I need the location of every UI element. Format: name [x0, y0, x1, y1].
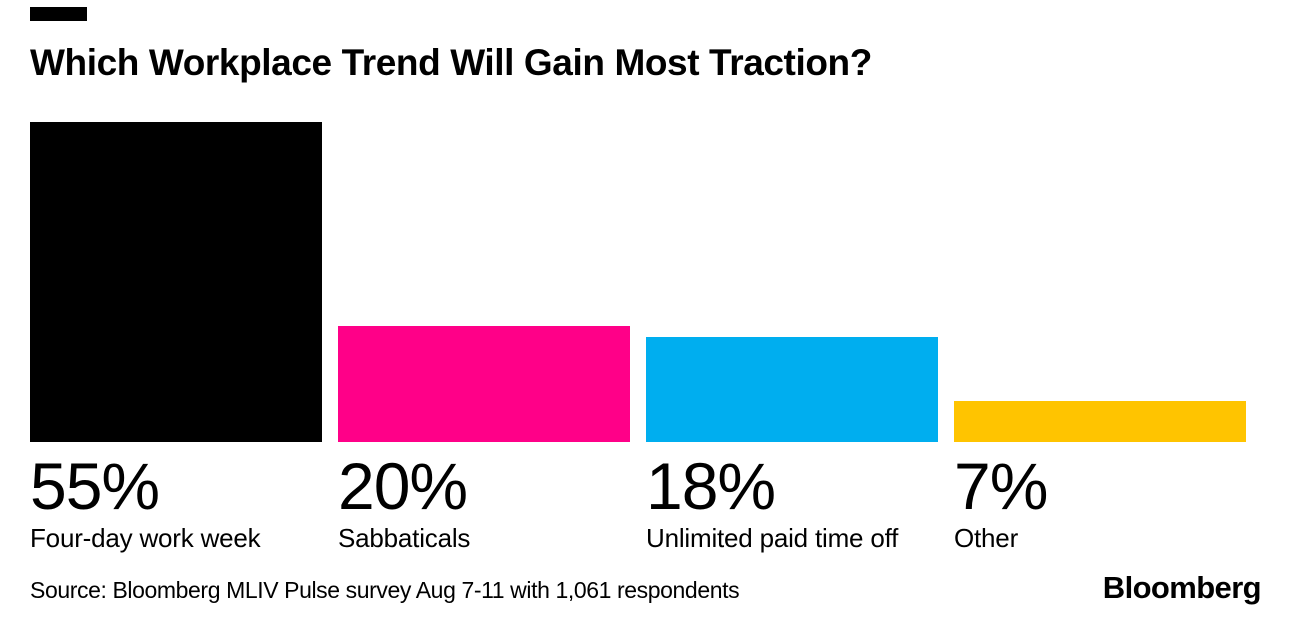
- bar-column: 20% Sabbaticals: [338, 122, 630, 551]
- category-label: Sabbaticals: [338, 523, 471, 553]
- bar-area: [30, 122, 322, 442]
- bloomberg-logo: Bloomberg: [1102, 570, 1262, 605]
- category-label: Other: [954, 523, 1019, 553]
- value-label: 18%: [646, 449, 776, 523]
- category-label: Unlimited paid time off: [646, 523, 899, 553]
- bar-chart: 55% Four-day work week 20% Sabbaticals 18% Un…: [30, 122, 1262, 562]
- source-note: Source: Bloomberg MLIV Pulse survey Aug …: [30, 577, 740, 603]
- value-label: 20%: [338, 449, 468, 523]
- bar-four-day-work-week: [30, 122, 322, 442]
- bar-area: [954, 122, 1246, 442]
- bar-column: 7% Other: [954, 122, 1246, 551]
- bloomberg-flag-mark: [30, 7, 87, 21]
- bar-column: 18% Unlimited paid time off: [646, 122, 938, 551]
- chart-title: Which Workplace Trend Will Gain Most Tra…: [30, 42, 872, 83]
- bar-other: [954, 401, 1246, 442]
- value-label: 55%: [30, 449, 160, 523]
- value-label: 7%: [954, 449, 1048, 523]
- bar-sabbaticals: [338, 326, 630, 442]
- bar-area: [646, 122, 938, 442]
- bar-unlimited-paid-time-off: [646, 337, 938, 442]
- bar-area: [338, 122, 630, 442]
- bar-column: 55% Four-day work week: [30, 122, 322, 551]
- category-label: Four-day work week: [30, 523, 261, 553]
